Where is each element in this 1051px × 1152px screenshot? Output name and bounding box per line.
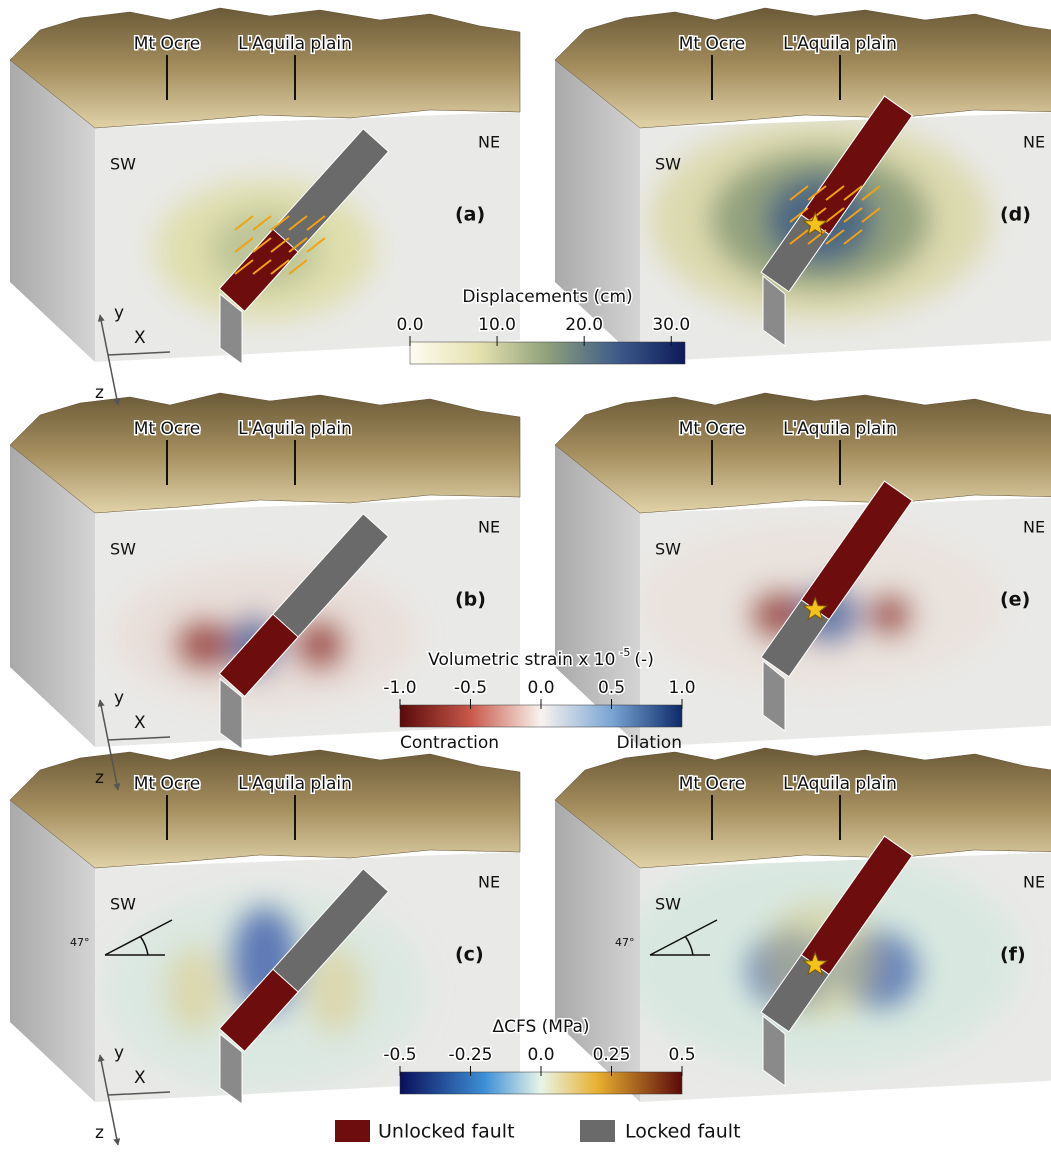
colorbar-tick-label: 0.0	[396, 315, 423, 335]
colorbar-tick-label: 1.0	[668, 678, 695, 698]
legend-swatch	[335, 1120, 370, 1142]
colorbar-title-superscript: -5	[619, 646, 630, 659]
side-label: SW	[655, 895, 681, 914]
colorbar-title: ΔCFS (MPa)	[492, 1017, 589, 1037]
side-label: SW	[110, 155, 136, 174]
colorbar-title: Displacements (cm)	[462, 287, 632, 307]
side-label: NE	[478, 873, 500, 892]
axis-label: X	[134, 713, 146, 733]
terrain	[10, 8, 520, 128]
colorbar-tick-label: 0.25	[593, 1045, 631, 1065]
terrain	[10, 748, 520, 868]
panel: Mt Ocre L'Aquila plain SW NE (a)	[10, 8, 520, 364]
colorbar-tick-label: 0.5	[668, 1045, 695, 1065]
side-label: NE	[1023, 518, 1045, 537]
colorbar-tick-label: 30.0	[652, 315, 690, 335]
side-label: NE	[1023, 133, 1045, 152]
panel: Mt Ocre L'Aquila plain SW NE (d)	[555, 8, 1051, 362]
colorbar-tick-label: 0.0	[527, 678, 554, 698]
colorbar-end-label: Contraction	[400, 733, 499, 753]
colorbar-tick-label: 0.5	[598, 678, 625, 698]
colorbar-end-label: Dilation	[616, 733, 682, 753]
axis-label: X	[134, 328, 146, 348]
axis-arrow	[108, 355, 118, 405]
landmark-label: Mt Ocre	[679, 34, 746, 54]
panel-label: (a)	[455, 204, 485, 226]
landmark-label: Mt Ocre	[679, 419, 746, 439]
colorbar-tick-label: 0.0	[527, 1045, 554, 1065]
colorbar-title-text: ΔCFS (MPa)	[492, 1017, 589, 1037]
figure: Unlocked fault Locked fault Mt Ocre L'Aqu…	[0, 0, 1051, 1152]
landmark-label: Mt Ocre	[134, 774, 201, 794]
landmark-label: L'Aquila plain	[783, 419, 897, 439]
axis-label: y	[114, 688, 124, 708]
colorbar-tick-label: 10.0	[478, 315, 516, 335]
colorbar-tick-label: 20.0	[565, 315, 603, 335]
side-label: NE	[478, 518, 500, 537]
axis-label: X	[134, 1068, 146, 1088]
dip-angle: 47°	[70, 936, 90, 949]
colorbar-title-text: Volumetric strain x 10	[428, 650, 615, 670]
panel: Mt Ocre L'Aquila plain SW NE (b)	[10, 393, 520, 749]
axis-label: y	[114, 1043, 124, 1063]
legend-swatch	[580, 1120, 615, 1142]
landmark-label: L'Aquila plain	[238, 774, 352, 794]
axis-arrow	[108, 1095, 118, 1145]
terrain	[10, 393, 520, 513]
landmark-label: L'Aquila plain	[783, 774, 897, 794]
panel: Mt Ocre L'Aquila plain SW NE (c) 47°	[10, 748, 520, 1104]
landmark-label: L'Aquila plain	[238, 419, 352, 439]
landmark-label: L'Aquila plain	[238, 34, 352, 54]
side-label: SW	[110, 540, 136, 559]
panel-label: (c)	[455, 944, 484, 966]
colorbar-tick-label: -1.0	[383, 678, 416, 698]
colorbar-tick-label: -0.25	[449, 1045, 493, 1065]
legend-label: Locked fault	[625, 1121, 741, 1143]
colorbar-tick-label: -0.5	[454, 678, 487, 698]
colorbar-tick-label: -0.5	[383, 1045, 416, 1065]
colorbar-gradient	[410, 342, 685, 364]
side-label: NE	[1023, 873, 1045, 892]
side-label: SW	[655, 540, 681, 559]
axis-label: z	[95, 383, 104, 403]
panel-label: (e)	[1000, 589, 1030, 611]
landmark-label: Mt Ocre	[134, 419, 201, 439]
terrain	[555, 8, 1051, 128]
side-label: SW	[110, 895, 136, 914]
legend-label: Unlocked fault	[378, 1121, 515, 1143]
panel: Mt Ocre L'Aquila plain SW NE (e)	[555, 393, 1051, 747]
axis-label: y	[114, 303, 124, 323]
landmark-label: Mt Ocre	[679, 774, 746, 794]
side-label: SW	[655, 155, 681, 174]
panel-label: (d)	[1000, 204, 1031, 226]
panel-label: (b)	[455, 589, 486, 611]
terrain	[555, 748, 1051, 868]
axis-label: z	[95, 768, 104, 788]
dip-angle: 47°	[615, 936, 635, 949]
landmark-label: Mt Ocre	[134, 34, 201, 54]
colorbar-title-text: Displacements (cm)	[462, 287, 632, 307]
panel-label: (f)	[1000, 944, 1026, 966]
axis-label: z	[95, 1123, 104, 1143]
side-label: NE	[478, 133, 500, 152]
colorbar-title-unit: (-)	[634, 650, 653, 670]
landmark-label: L'Aquila plain	[783, 34, 897, 54]
terrain	[555, 393, 1051, 513]
